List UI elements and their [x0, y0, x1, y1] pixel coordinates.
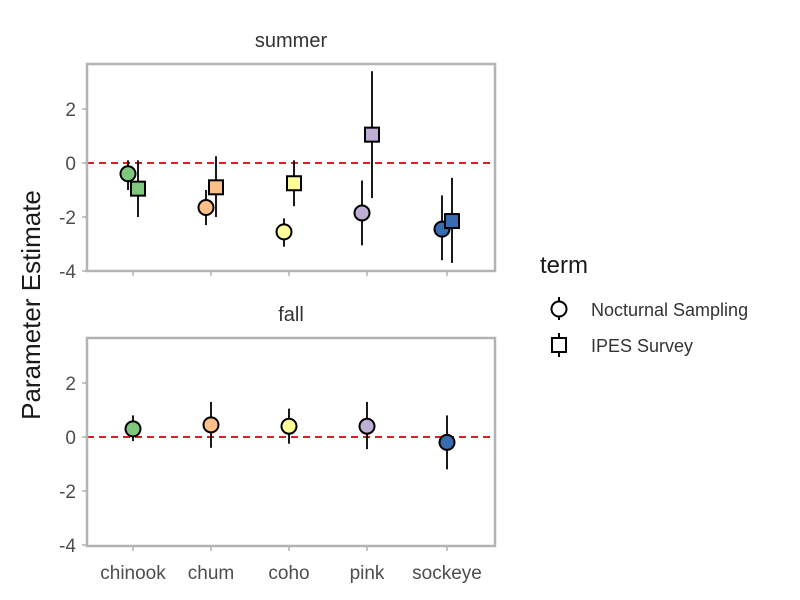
panel-border	[85, 336, 497, 548]
x-tick-label-pink: pink	[350, 563, 385, 584]
plot-panels: summer -4 -2 0 2 fall -4 -2 0 2 chinook chum coho pin…	[59, 30, 497, 584]
y-tick-label: 0	[65, 154, 76, 175]
legend: term Nocturnal Sampling IPES Survey	[540, 252, 748, 357]
legend-label-nocturnal-sampling: Nocturnal Sampling	[591, 300, 748, 320]
x-tick-label-chinook: chinook	[100, 563, 166, 584]
point-chum-nocturnal	[197, 199, 215, 217]
point-chinook-nocturnal	[119, 165, 137, 183]
x-tick-label-coho: coho	[268, 563, 309, 584]
y-axis-label: Parameter Estimate	[16, 190, 46, 420]
panel-fall: fall -4 -2 0 2 chinook chum coho pink sockeye	[59, 304, 497, 584]
x-tick-label-sockeye: sockeye	[412, 563, 482, 584]
legend-label-ipes-survey: IPES Survey	[591, 336, 693, 356]
point-chum-nocturnal	[202, 416, 220, 434]
point-chinook-ipes	[130, 180, 146, 197]
point-coho-nocturnal	[275, 223, 293, 241]
point-coho-nocturnal	[280, 417, 298, 435]
point-pink-nocturnal	[358, 417, 376, 435]
panel-border	[85, 62, 497, 273]
facet-title-summer: summer	[255, 30, 328, 52]
y-tick-label: -2	[59, 482, 76, 503]
y-tick-label: -4	[59, 536, 76, 557]
point-coho-ipes	[286, 175, 302, 192]
point-sockeye-nocturnal	[438, 433, 456, 451]
panel-summer: summer -4 -2 0 2	[59, 30, 497, 283]
y-tick-label: 2	[65, 100, 76, 121]
y-tick-label: 2	[65, 374, 76, 395]
point-sockeye-ipes	[444, 213, 460, 230]
legend-key-square	[551, 333, 567, 357]
legend-key-circle	[550, 297, 568, 320]
y-tick-label: -2	[59, 208, 76, 229]
point-chum-ipes	[208, 179, 224, 196]
point-pink-ipes	[364, 126, 380, 143]
x-tick-label-chum: chum	[188, 563, 234, 584]
point-pink-nocturnal	[353, 204, 371, 222]
legend-title: term	[540, 252, 588, 279]
facet-title-fall: fall	[278, 304, 304, 326]
y-tick-label: -4	[59, 262, 76, 283]
y-tick-label: 0	[65, 428, 76, 449]
point-chinook-nocturnal	[124, 420, 142, 438]
